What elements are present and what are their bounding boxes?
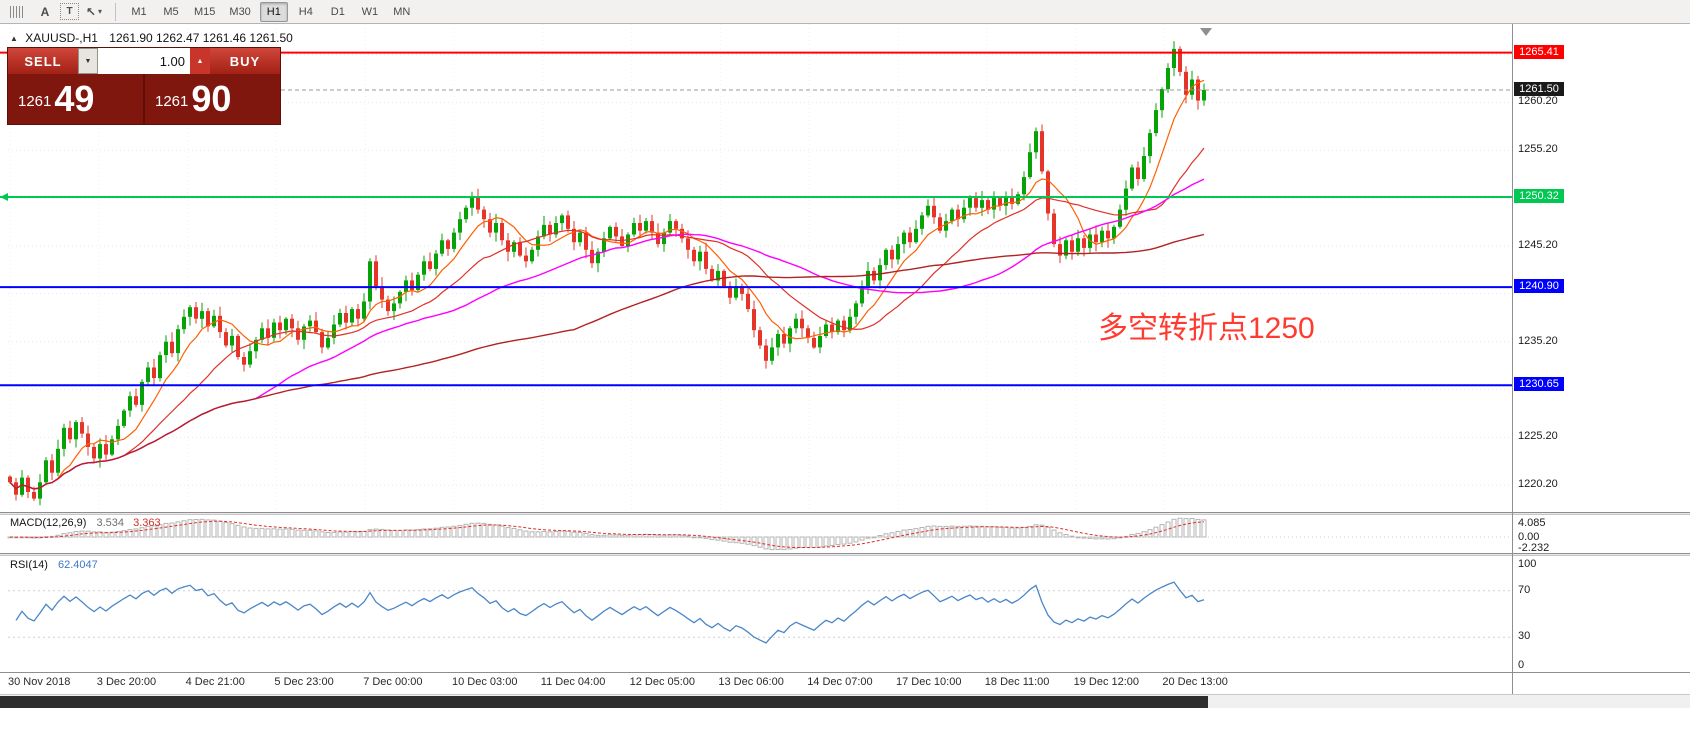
chart-grid-icon[interactable] bbox=[4, 1, 30, 22]
buy-price[interactable]: 1261 90 bbox=[143, 74, 280, 124]
buy-price-pips: 90 bbox=[191, 78, 232, 119]
rsi-value: 62.4047 bbox=[57, 559, 98, 571]
x-axis-label: 5 Dec 23:00 bbox=[274, 676, 334, 688]
rsi-splitter[interactable] bbox=[0, 553, 1690, 556]
trade-controls-row: SELL ▼ ▲ BUY bbox=[8, 48, 280, 74]
time-axis-border bbox=[0, 672, 1690, 673]
macd-axis-label: 4.085 bbox=[1518, 517, 1546, 529]
x-axis-label: 17 Dec 10:00 bbox=[896, 676, 962, 688]
timeframe-button-m15[interactable]: M15 bbox=[189, 2, 220, 22]
toolbar-separator bbox=[115, 2, 116, 21]
x-axis-label: 3 Dec 20:00 bbox=[96, 676, 157, 688]
price-level-badge: 1265.41 bbox=[1514, 44, 1564, 59]
chart-shift-marker[interactable] bbox=[1200, 28, 1212, 36]
grid-icon bbox=[10, 5, 24, 18]
y-axis-label: 1225.20 bbox=[1518, 430, 1558, 443]
text-tool-icon[interactable]: T bbox=[60, 3, 79, 20]
autoscroll-icon[interactable]: A bbox=[40, 4, 50, 19]
symbol-label: XAUUSD-,H1 bbox=[25, 31, 98, 45]
rsi-name: RSI(14) bbox=[10, 559, 48, 571]
rsi-axis-label: 30 bbox=[1518, 630, 1531, 643]
one-click-trading-panel: SELL ▼ ▲ BUY 1261 49 1261 90 bbox=[8, 48, 280, 124]
horizontal-scrollbar bbox=[0, 694, 1690, 708]
macd-label: MACD(12,26,9) 3.534 3.363 bbox=[10, 517, 161, 529]
macd-name: MACD(12,26,9) bbox=[10, 517, 87, 529]
timeframe-button-m1[interactable]: M1 bbox=[125, 2, 153, 22]
annotation-text: 多空转折点1250 bbox=[1098, 312, 1315, 345]
macd-splitter[interactable] bbox=[0, 512, 1690, 515]
x-axis-label: 10 Dec 03:00 bbox=[452, 676, 518, 688]
price-axis-border bbox=[1512, 24, 1513, 694]
macd-axis-label: 0.00 bbox=[1518, 531, 1540, 544]
timeframe-button-m5[interactable]: M5 bbox=[157, 2, 185, 22]
timeframe-button-m30[interactable]: M30 bbox=[224, 2, 255, 22]
x-axis-label: 4 Dec 21:00 bbox=[185, 676, 245, 688]
x-axis-label: 14 Dec 07:00 bbox=[807, 676, 873, 688]
y-axis-label: 1245.20 bbox=[1518, 238, 1558, 251]
x-axis-label: 18 Dec 11:00 bbox=[984, 676, 1050, 688]
volume-increase-button[interactable]: ▲ bbox=[190, 48, 210, 74]
macd-signal-value: 3.363 bbox=[133, 517, 161, 529]
y-axis-label: 1260.20 bbox=[1518, 95, 1558, 108]
rsi-axis-label: 0 bbox=[1518, 659, 1525, 671]
y-axis-label: 1235.20 bbox=[1518, 334, 1558, 347]
y-axis-label: 1255.20 bbox=[1518, 143, 1558, 156]
chart-header: ▲ XAUUSD-,H1 1261.90 1262.47 1261.46 126… bbox=[10, 31, 293, 45]
price-level-badge: 1230.65 bbox=[1514, 377, 1564, 392]
rsi-label: RSI(14) 62.4047 bbox=[10, 559, 98, 571]
buy-price-main: 1261 bbox=[155, 92, 189, 110]
cursor-tool-icon[interactable]: ↖ ▾ bbox=[85, 4, 103, 19]
toolbar: A T ↖ ▾ M1 M5 M15 M30 H1 H4 D1 W1 MN bbox=[0, 0, 1690, 24]
buy-button[interactable]: BUY bbox=[210, 48, 280, 74]
x-axis-label: 19 Dec 12:00 bbox=[1073, 676, 1140, 688]
timeframe-button-d1[interactable]: D1 bbox=[324, 2, 352, 22]
collapse-icon[interactable]: ▲ bbox=[10, 34, 18, 44]
volume-input[interactable] bbox=[98, 48, 190, 74]
timeframe-button-w1[interactable]: W1 bbox=[356, 2, 384, 22]
timeframe-button-mn[interactable]: MN bbox=[388, 2, 416, 22]
y-axis-label: 1220.20 bbox=[1518, 478, 1558, 491]
sell-price[interactable]: 1261 49 bbox=[8, 74, 143, 124]
trade-prices-row: 1261 49 1261 90 bbox=[8, 74, 280, 124]
sell-price-main: 1261 bbox=[18, 92, 52, 110]
volume-dropdown-button[interactable]: ▼ bbox=[78, 48, 98, 74]
x-axis-label: 11 Dec 04:00 bbox=[540, 676, 606, 688]
macd-axis-label: -2.232 bbox=[1518, 542, 1550, 554]
sell-price-pips: 49 bbox=[54, 78, 95, 119]
macd-main-value: 3.534 bbox=[96, 517, 125, 529]
timeframe-button-h1[interactable]: H1 bbox=[259, 1, 288, 22]
price-level-badge: 1240.90 bbox=[1514, 279, 1564, 294]
sell-button[interactable]: SELL bbox=[8, 48, 78, 74]
chevron-down-icon: ▾ bbox=[98, 7, 103, 16]
x-axis-label: 7 Dec 00:00 bbox=[363, 676, 423, 688]
x-axis-label: 13 Dec 06:00 bbox=[718, 676, 784, 688]
rsi-axis-label: 100 bbox=[1518, 558, 1537, 570]
rsi-axis-label: 70 bbox=[1518, 583, 1531, 596]
ohlc-values: 1261.90 1262.47 1261.46 1261.50 bbox=[109, 31, 293, 45]
price-level-badge: 1250.32 bbox=[1514, 189, 1564, 203]
scrollbar-thumb[interactable] bbox=[0, 696, 1208, 708]
x-axis-label: 12 Dec 05:00 bbox=[629, 676, 696, 688]
timeframe-button-h4[interactable]: H4 bbox=[292, 2, 320, 22]
current-price-badge: 1261.50 bbox=[1514, 82, 1564, 97]
x-axis-label: 20 Dec 13:00 bbox=[1162, 676, 1228, 688]
x-axis-label: 30 Nov 2018 bbox=[8, 676, 71, 688]
